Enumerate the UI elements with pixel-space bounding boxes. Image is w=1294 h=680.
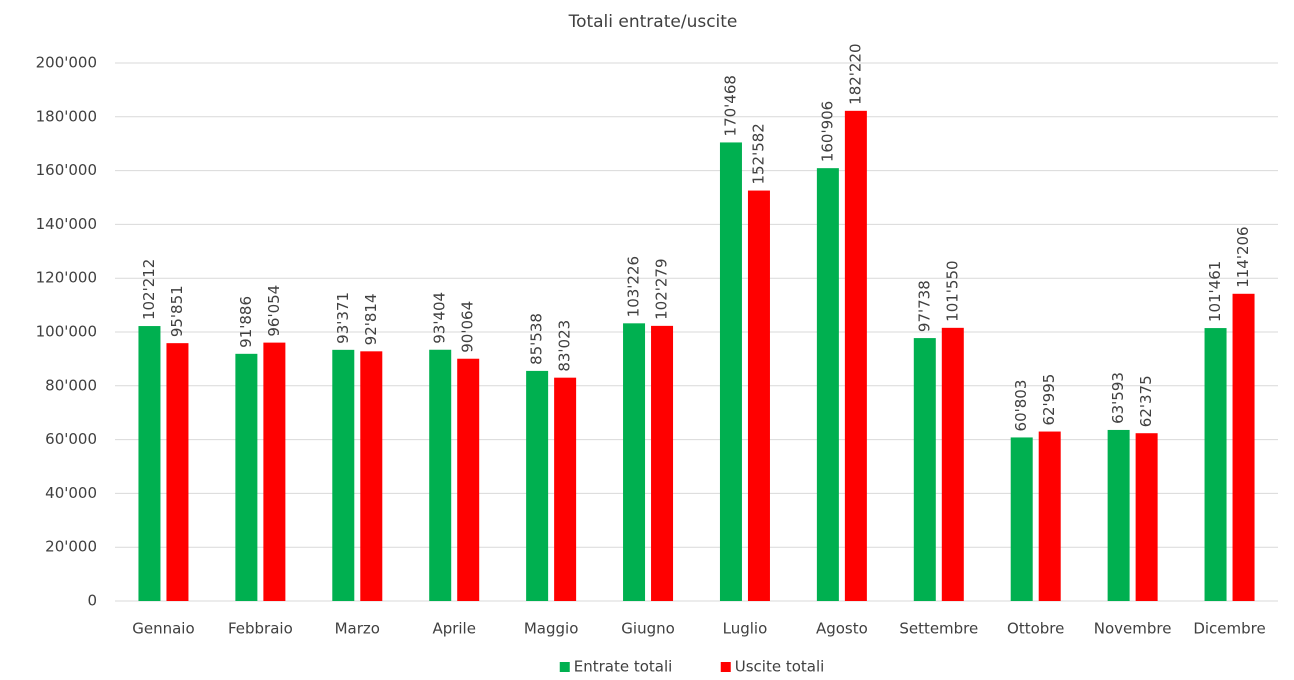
y-tick-label: 180'000 [36,107,97,125]
bar [526,370,549,601]
y-tick-label: 80'000 [45,376,97,394]
x-tick-label: Ottobre [1007,620,1064,638]
value-label: 102'279 [653,258,671,319]
y-tick-label: 40'000 [45,484,97,502]
value-label: 62'995 [1040,374,1058,426]
y-tick-label: 160'000 [36,161,97,179]
y-tick-label: 140'000 [36,215,97,233]
value-label: 96'054 [265,285,283,337]
value-label: 97'738 [915,280,933,332]
legend-label: Uscite totali [735,658,825,676]
value-label: 90'064 [459,301,477,353]
x-tick-label: Luglio [723,620,768,638]
x-tick-label: Giugno [621,620,675,638]
bar [816,168,839,602]
chart-title: Totali entrate/uscite [568,12,738,32]
value-label: 83'023 [556,320,574,372]
bar [941,327,964,601]
bar [1038,431,1061,601]
y-tick-label: 20'000 [45,538,97,556]
legend-swatch [559,662,570,672]
bar [138,326,161,601]
value-label: 160'906 [818,101,836,162]
bar [332,349,355,601]
x-tick-label: Gennaio [132,620,194,638]
x-tick-label: Aprile [432,620,476,638]
x-tick-label: Novembre [1094,620,1172,638]
value-label: 170'468 [721,75,739,136]
value-label: 114'206 [1234,226,1252,287]
legend-swatch [720,662,731,672]
value-label: 63'593 [1109,372,1127,424]
bar [1107,429,1130,601]
bar [913,338,936,601]
legend-label: Entrate totali [574,658,673,676]
bar [235,353,258,601]
value-label: 93'404 [431,292,449,344]
value-label: 85'538 [528,313,546,365]
value-label: 62'375 [1137,375,1155,427]
y-tick-label: 100'000 [36,323,97,341]
y-tick-label: 200'000 [36,54,97,72]
bar [844,110,867,602]
value-label: 91'886 [237,296,255,348]
value-label: 92'814 [362,293,380,345]
bar [166,343,189,601]
bar [457,358,480,601]
value-label: 182'220 [846,43,864,104]
value-label: 152'582 [749,123,767,184]
value-label: 101'550 [943,260,961,321]
bar [360,351,383,601]
bar [719,142,742,601]
value-label: 103'226 [625,256,643,317]
bar [1010,437,1033,601]
bar [1204,328,1227,601]
x-tick-label: Dicembre [1193,620,1265,638]
value-label: 95'851 [168,285,186,337]
y-tick-label: 120'000 [36,269,97,287]
x-tick-label: Marzo [335,620,380,638]
bar [1135,433,1158,601]
value-label: 101'461 [1206,261,1224,322]
value-label: 102'212 [140,259,158,320]
value-label: 60'803 [1012,380,1030,432]
bar [747,190,770,601]
x-tick-label: Febbraio [228,620,293,638]
y-tick-label: 0 [87,592,97,610]
bar [623,323,646,601]
bar [429,349,452,601]
x-tick-label: Settembre [899,620,978,638]
x-tick-label: Agosto [816,620,868,638]
bar [651,325,674,601]
bar [554,377,577,601]
bar [263,342,286,601]
y-tick-label: 60'000 [45,430,97,448]
value-label: 93'371 [334,292,352,344]
bar [1232,293,1255,601]
x-tick-label: Maggio [524,620,579,638]
